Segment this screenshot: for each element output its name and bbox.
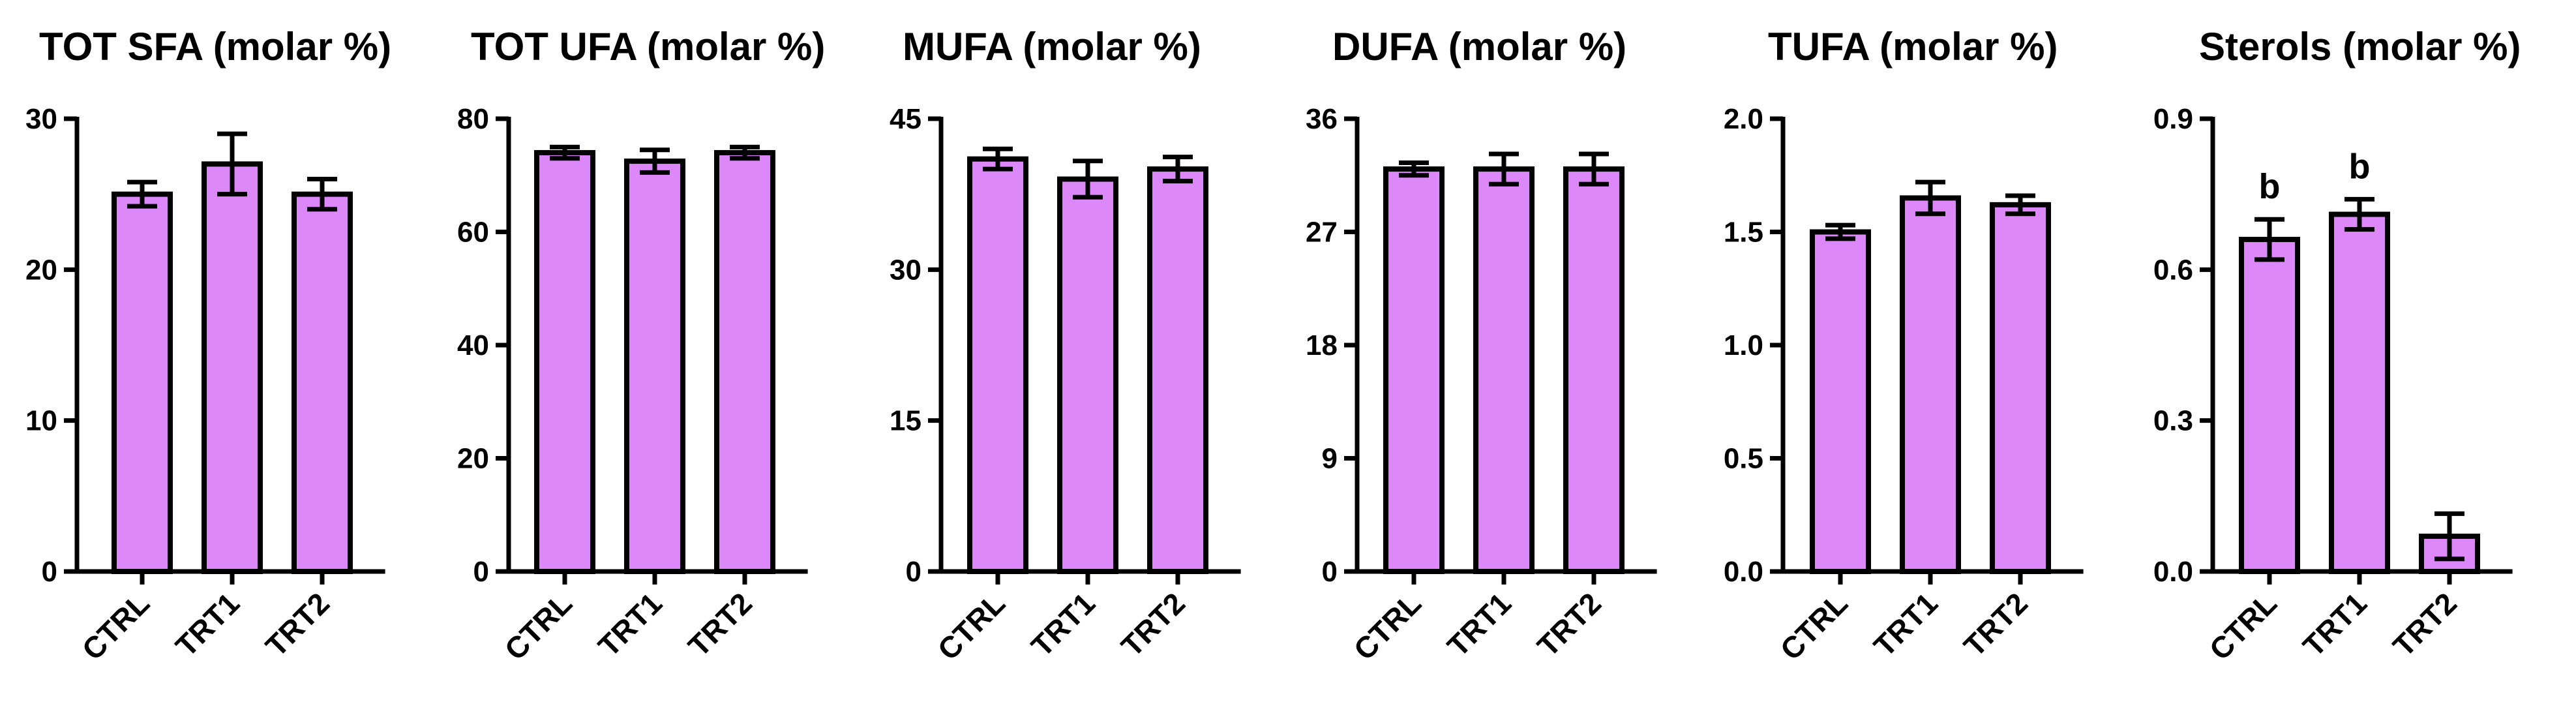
- y-tick-label: 0.0: [1724, 556, 1763, 588]
- y-tick-label: 15: [890, 405, 921, 437]
- y-tick-label: 1.5: [1724, 217, 1763, 249]
- chart-panel: Sterols (molar %) 0.0 0.3 0.6 0.9 CTRL b TRT1 b T…: [2153, 25, 2521, 667]
- x-tick-label-ctrl: CTRL: [76, 586, 156, 666]
- bar-trt2: [714, 150, 775, 575]
- bar-trt1: [2329, 211, 2390, 574]
- x-tick-label-trt2: TRT2: [1115, 586, 1191, 663]
- y-tick-label: 0.0: [2153, 556, 2193, 588]
- y-tick-label: 0: [42, 556, 57, 588]
- x-tick-label-trt2: TRT2: [1957, 586, 2034, 663]
- bar-trt1: [1900, 195, 1961, 574]
- x-tick-label-trt1: TRT1: [2296, 586, 2373, 663]
- x-tick-label-trt1: TRT1: [169, 586, 246, 663]
- panel-title: TOT UFA (molar %): [471, 25, 825, 68]
- x-tick-label-ctrl: CTRL: [931, 586, 1011, 666]
- bar-ctrl: [967, 156, 1028, 574]
- y-tick-label: 0.5: [1724, 443, 1763, 475]
- chart-panel: DUFA (molar %) 0 9 18 27 36 CTRL TRT1 TRT2: [1306, 25, 1657, 667]
- x-tick-label-trt2: TRT2: [259, 586, 336, 663]
- x-tick-label-trt2: TRT2: [2386, 586, 2463, 663]
- y-tick-label: 40: [457, 329, 489, 361]
- y-tick-label: 1.0: [1724, 329, 1763, 361]
- y-tick-label: 0: [1322, 556, 1338, 588]
- significance-annotation: b: [2349, 147, 2371, 186]
- y-tick-label: 18: [1306, 329, 1338, 361]
- x-tick-label-trt1: TRT1: [1441, 586, 1518, 663]
- x-tick-label-trt1: TRT1: [1025, 586, 1101, 663]
- y-tick-label: 20: [25, 254, 57, 286]
- bar-trt1: [624, 159, 685, 574]
- y-tick-label: 80: [457, 103, 489, 135]
- panel-title: TUFA (molar %): [1768, 25, 2058, 68]
- y-tick-label: 2.0: [1724, 103, 1763, 135]
- y-tick-label: 30: [890, 254, 921, 286]
- y-tick-label: 0.9: [2153, 103, 2193, 135]
- y-tick-label: 27: [1306, 217, 1338, 249]
- y-tick-label: 0.6: [2153, 254, 2193, 286]
- bar-trt2: [292, 191, 353, 574]
- y-tick-label: 45: [890, 103, 921, 135]
- bar-trt2: [1563, 166, 1625, 575]
- y-tick-label: 10: [25, 405, 57, 437]
- y-tick-label: 20: [457, 443, 489, 475]
- bar-ctrl: [1810, 229, 1871, 574]
- y-tick-label: 36: [1306, 103, 1338, 135]
- chart-panel: MUFA (molar %) 0 15 30 45 CTRL TRT1 TRT2: [890, 25, 1241, 667]
- panel-title: TOT SFA (molar %): [39, 25, 391, 68]
- x-tick-label-ctrl: CTRL: [498, 586, 578, 666]
- bar-trt1: [1473, 166, 1535, 575]
- x-tick-label-trt1: TRT1: [592, 586, 668, 663]
- bar-ctrl: [112, 191, 173, 574]
- y-tick-label: 60: [457, 217, 489, 249]
- bar-ctrl: [1383, 166, 1445, 575]
- x-tick-label-trt2: TRT2: [1531, 586, 1608, 663]
- significance-annotation: b: [2259, 167, 2281, 206]
- chart-panel: TUFA (molar %) 0.0 0.5 1.0 1.5 2.0 CTRL TRT1 TRT…: [1724, 25, 2084, 667]
- y-tick-label: 30: [25, 103, 57, 135]
- panel-title: DUFA (molar %): [1332, 25, 1626, 68]
- y-tick-label: 9: [1322, 443, 1338, 475]
- bar-trt2: [1147, 166, 1208, 575]
- y-tick-label: 0: [473, 556, 489, 588]
- bar-trt2: [1990, 202, 2051, 574]
- x-tick-label-ctrl: CTRL: [1774, 586, 1854, 666]
- panel-title: Sterols (molar %): [2199, 25, 2521, 68]
- x-tick-label-ctrl: CTRL: [1347, 586, 1428, 666]
- bar-trt1: [202, 161, 263, 574]
- x-tick-label-trt2: TRT2: [681, 586, 758, 663]
- chart-panel: TOT SFA (molar %) 0 10 20 30 CTRL TRT1 TRT2: [25, 25, 391, 667]
- bar-ctrl: [2239, 237, 2300, 574]
- bar-ctrl: [534, 150, 595, 575]
- x-tick-label-ctrl: CTRL: [2203, 586, 2283, 666]
- chart-panel: TOT UFA (molar %) 0 20 40 60 80 CTRL TRT1 TRT2: [457, 25, 825, 667]
- bar-trt1: [1057, 176, 1118, 574]
- panel-title: MUFA (molar %): [903, 25, 1201, 68]
- x-tick-label-trt1: TRT1: [1867, 586, 1944, 663]
- y-tick-label: 0: [906, 556, 921, 588]
- y-tick-label: 0.3: [2153, 405, 2193, 437]
